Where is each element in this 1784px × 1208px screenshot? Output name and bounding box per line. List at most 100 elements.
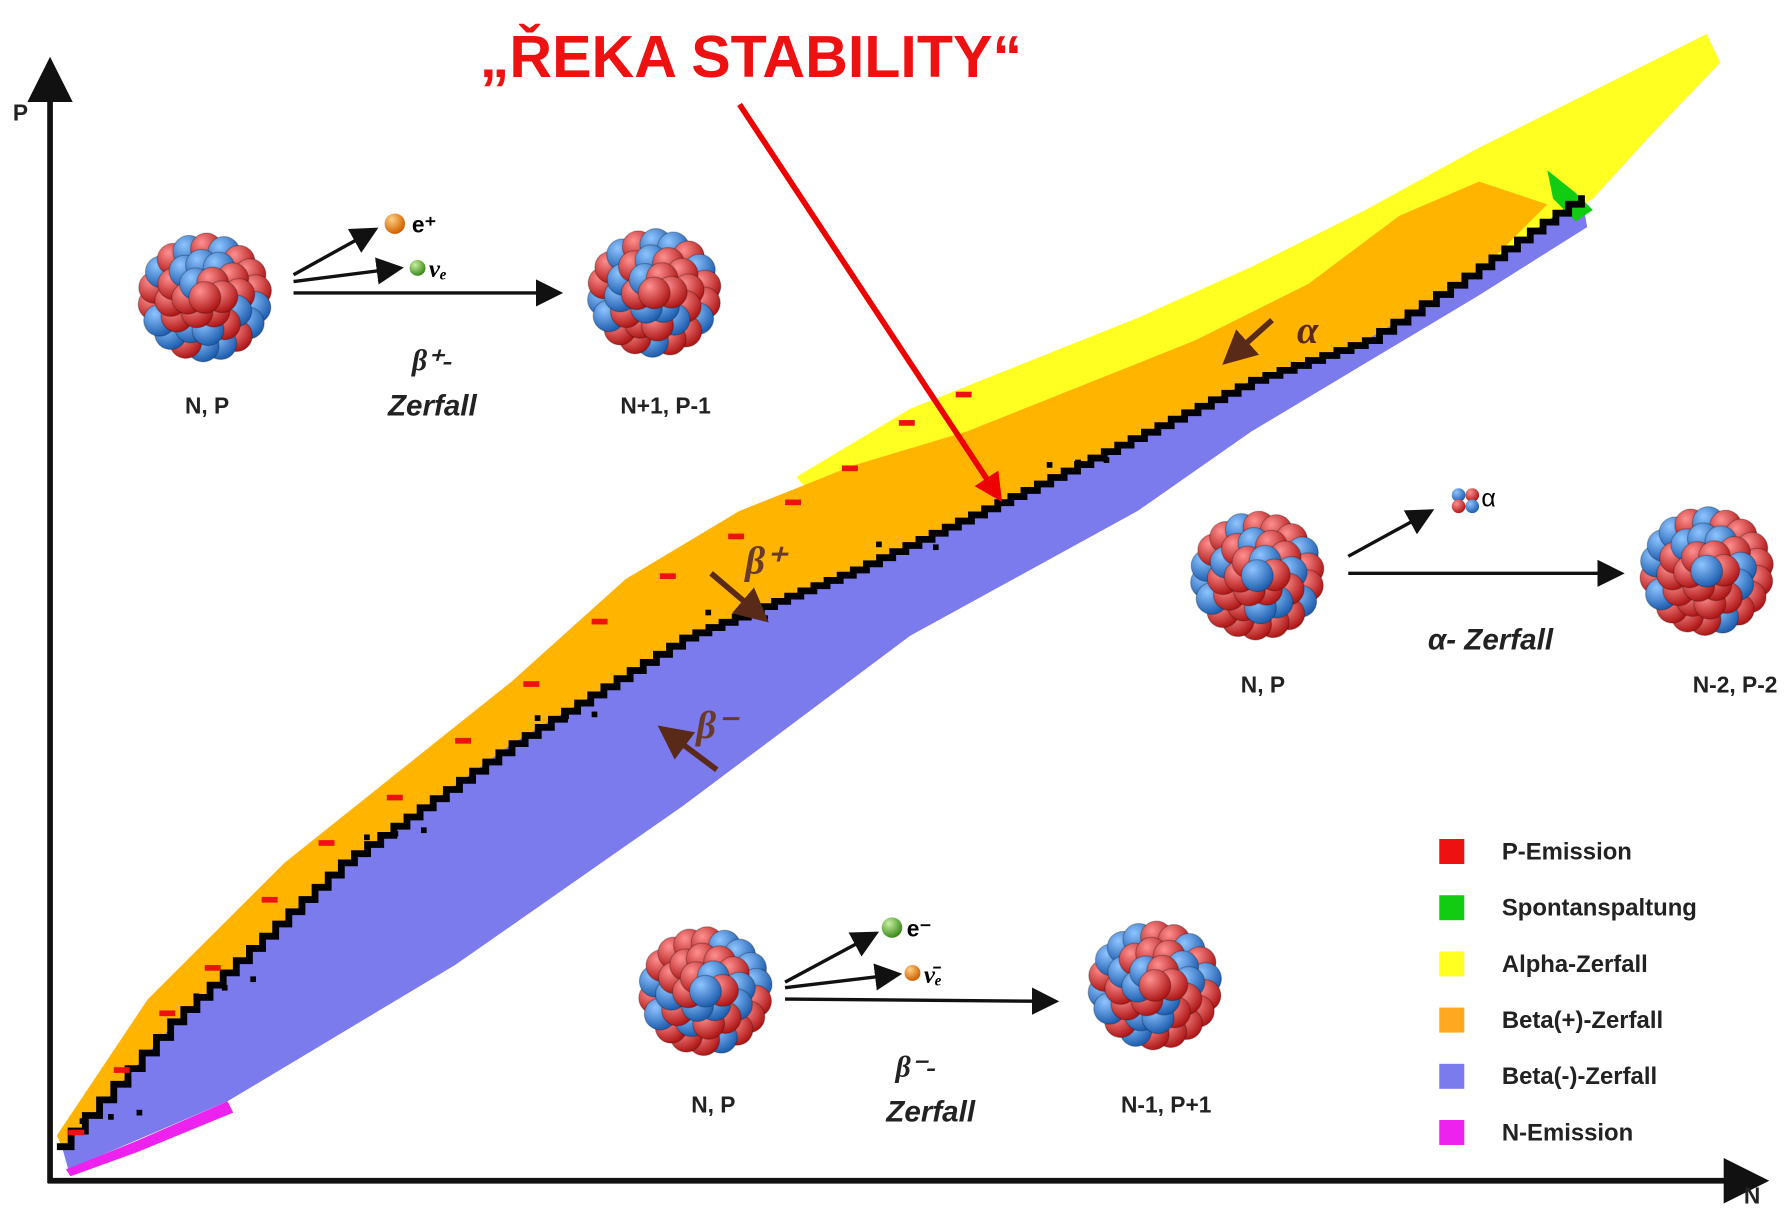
to-label: N-2, P-2 [1693, 672, 1778, 698]
neutrino [409, 259, 426, 276]
nucleus [638, 926, 773, 1057]
alpha-pointer [1222, 318, 1274, 365]
legend-label: Alpha-Zerfall [1502, 951, 1648, 978]
stability-line [56, 195, 1585, 1151]
beta-minus-panel: e⁻ ν̄ₑ β⁻- Zerfall N, P N-1, P+1 [691, 916, 1211, 1129]
nucleus [137, 232, 272, 363]
p-emission [523, 681, 540, 687]
beta-plus-region [56, 181, 1548, 1149]
stable-nucleus [108, 1114, 114, 1120]
beta-minus-region [62, 195, 1588, 1170]
beta-plus-panel: e⁺ νₑ β⁺- Zerfall N, P N+1, P-1 [185, 212, 711, 423]
stable-nucleus [1046, 462, 1053, 468]
from-label: N, P [1241, 672, 1285, 698]
stable-nucleus [364, 834, 370, 841]
stable-nucleus [932, 544, 939, 551]
legend-swatch [1439, 839, 1465, 864]
alpha-ball [1465, 499, 1480, 514]
stable-nucleus [876, 541, 882, 548]
y-axis-label: P [13, 99, 28, 125]
antineutrino [904, 965, 921, 981]
nucleus [587, 227, 722, 358]
p-emission [728, 533, 745, 540]
arrow [784, 963, 903, 991]
alpha-ball [1451, 488, 1466, 502]
p-emission [785, 499, 801, 506]
electron [881, 917, 903, 938]
p-emission [204, 965, 221, 971]
stable-nucleus [250, 976, 256, 983]
arrow [292, 227, 379, 277]
beta-plus-band-label: β⁺ [743, 540, 789, 582]
stable-nucleus [136, 1109, 143, 1116]
nucleus [1639, 506, 1774, 637]
title: „ŘEKA STABILITY“ [480, 23, 1022, 90]
particle-label: e⁺ [412, 212, 437, 238]
title-arrow [737, 102, 1003, 503]
p-emission [113, 1067, 130, 1073]
n-emission [65, 1101, 234, 1177]
legend-label: N-Emission [1502, 1119, 1633, 1146]
p-emission [591, 618, 608, 625]
decay-word: Zerfall [387, 390, 478, 423]
p-emission [261, 896, 278, 903]
p-emission [955, 391, 972, 398]
decay-label: β⁻- [895, 1051, 937, 1083]
legend-label: P-Emission [1502, 838, 1632, 865]
stable-nucleus [420, 827, 427, 834]
to-label: N+1, P-1 [620, 392, 710, 418]
nuclide-regions [56, 34, 1721, 1177]
stability-path [56, 195, 1585, 1151]
nucleon [1240, 559, 1274, 593]
p-emission [455, 737, 472, 744]
nuclei [137, 227, 1774, 1057]
stable-nucleus [705, 609, 712, 616]
particle-label: νₑ [429, 256, 447, 283]
x-axis-label: N [1744, 1182, 1760, 1208]
legend: P-Emission Spontanspaltung Alpha-Zerfall Be… [1439, 838, 1697, 1146]
p-emission [68, 1129, 85, 1136]
nucleon [637, 276, 671, 310]
nucleon [1138, 969, 1172, 1002]
beta-plus-pointer [709, 571, 769, 623]
p-emission [841, 465, 858, 472]
particle-label: α [1481, 484, 1495, 512]
legend-swatch [1439, 1120, 1465, 1145]
beta-minus-pointer [657, 725, 719, 773]
nucleus [1087, 920, 1223, 1051]
p-emission [318, 840, 335, 846]
fission [1547, 170, 1593, 222]
particle-label: e⁻ [907, 916, 932, 942]
to-label: N-1, P+1 [1121, 1092, 1211, 1118]
decay-label: β⁺- [411, 345, 453, 377]
nucleon [188, 280, 222, 314]
p-emission [898, 420, 915, 426]
arrow [784, 931, 880, 984]
alpha-band-label: α [1297, 310, 1319, 352]
p-emission [659, 573, 676, 580]
arrow [785, 987, 1060, 1015]
alpha-ball [1465, 488, 1480, 502]
legend-swatch [1439, 1007, 1465, 1033]
stable-nucleus [534, 715, 541, 721]
alpha-ball [1451, 499, 1466, 514]
arrow [1347, 509, 1435, 558]
legend-swatch [1439, 1063, 1465, 1089]
decay-word: Zerfall [885, 1096, 976, 1129]
legend-label: Spontanspaltung [1502, 895, 1697, 922]
beta-minus-band-label: β⁻ [694, 705, 740, 747]
legend-swatch [1439, 895, 1465, 921]
alpha-panel: α α- Zerfall N, P N-2, P-2 [1241, 484, 1778, 697]
positron [384, 213, 406, 234]
legend-swatch [1439, 951, 1465, 977]
legend-label: Beta(-)-Zerfall [1502, 1063, 1657, 1090]
p-emission-marks [68, 391, 972, 1136]
from-label: N, P [691, 1092, 735, 1118]
stable-nucleus [591, 711, 598, 718]
nucleon [1690, 554, 1724, 588]
particle-label: ν̄ₑ [924, 962, 942, 989]
p-emission [159, 1010, 176, 1017]
nucleus [1190, 510, 1325, 641]
legend-label: Beta(+)-Zerfall [1502, 1007, 1663, 1034]
